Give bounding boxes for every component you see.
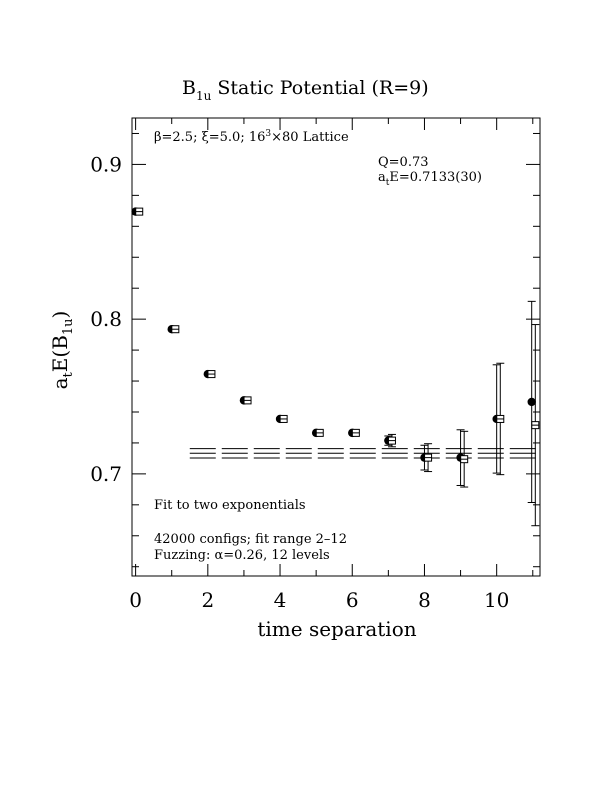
x-tick-labels: 0 2 4 6 8 10 (129, 588, 509, 612)
axis-ticks (132, 118, 540, 576)
x-tick-label: 10 (484, 588, 509, 612)
y-axis-label: atE(B1u) (48, 311, 76, 390)
error-bars (384, 300, 540, 527)
y-tick-label: 0.8 (90, 307, 122, 331)
q-annotation: Q=0.73 (378, 155, 429, 170)
y-tick-label: 0.9 (90, 152, 122, 176)
energy-annotation: atE=0.7133(30) (378, 170, 482, 188)
x-tick-label: 2 (201, 588, 214, 612)
y-tick-labels: 0.7 0.8 0.9 (90, 152, 122, 485)
fit-type-annotation: Fit to two exponentials (154, 498, 306, 513)
data-points (131, 207, 540, 464)
plot-frame (131, 117, 541, 577)
chart-title: B1u Static Potential (R=9) (182, 77, 429, 103)
data-point-circle (527, 397, 536, 407)
fuzzing-annotation: Fuzzing: α=0.26, 12 levels (154, 548, 330, 563)
y-tick-label: 0.7 (90, 462, 122, 486)
x-axis-label: time separation (257, 617, 416, 641)
x-tick-label: 4 (274, 588, 287, 612)
lattice-annotation: β=2.5; ξ=5.0; 163×80 Lattice (154, 129, 349, 145)
x-tick-label: 0 (129, 588, 142, 612)
fit-lines (189, 448, 540, 459)
configs-annotation: 42000 configs; fit range 2–12 (154, 532, 347, 547)
x-tick-label: 8 (418, 588, 431, 612)
x-tick-label: 6 (346, 588, 359, 612)
